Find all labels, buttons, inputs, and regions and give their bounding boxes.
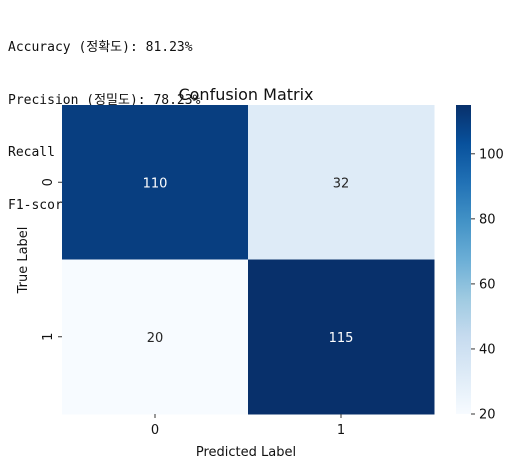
cell-value-1-0: 20 bbox=[147, 331, 164, 346]
y-axis-ticks: 01 bbox=[41, 178, 62, 341]
x-axis-label: Predicted Label bbox=[196, 445, 296, 460]
y-axis-label: True Label bbox=[16, 227, 31, 295]
y-tick-label-1: 1 bbox=[41, 333, 56, 341]
metric-accuracy: Accuracy (정확도): 81.23% bbox=[8, 40, 193, 55]
colorbar-ticks: 20 40 60 80 100 bbox=[471, 147, 504, 423]
heatmap-cells bbox=[62, 105, 435, 415]
cell-value-1-1: 115 bbox=[329, 331, 354, 346]
metric-precision: Precision (정밀도): 78.23% bbox=[8, 92, 201, 108]
heatmap-cell-1-0 bbox=[62, 259, 249, 415]
y-tick-label-0: 0 bbox=[41, 178, 56, 186]
colorbar-tick-label-2: 60 bbox=[479, 277, 496, 292]
heatmap-annotations: 110 32 20 115 bbox=[143, 176, 354, 346]
colorbar-tick-label-1: 40 bbox=[479, 342, 496, 357]
chart-title: Confusion Matrix bbox=[178, 85, 313, 104]
cell-value-0-1: 32 bbox=[333, 176, 350, 191]
colorbar-tick-label-4: 100 bbox=[479, 147, 504, 162]
colorbar-tick-label-0: 20 bbox=[479, 408, 496, 423]
x-tick-label-0: 0 bbox=[151, 423, 159, 438]
colorbar-tick-label-3: 80 bbox=[479, 212, 496, 227]
heatmap-cell-0-1 bbox=[248, 105, 435, 260]
heatmap-cell-1-1 bbox=[248, 259, 435, 415]
cell-value-0-0: 110 bbox=[143, 176, 168, 191]
x-tick-label-1: 1 bbox=[337, 423, 345, 438]
colorbar bbox=[456, 105, 471, 414]
heatmap-cell-0-0 bbox=[62, 105, 249, 260]
